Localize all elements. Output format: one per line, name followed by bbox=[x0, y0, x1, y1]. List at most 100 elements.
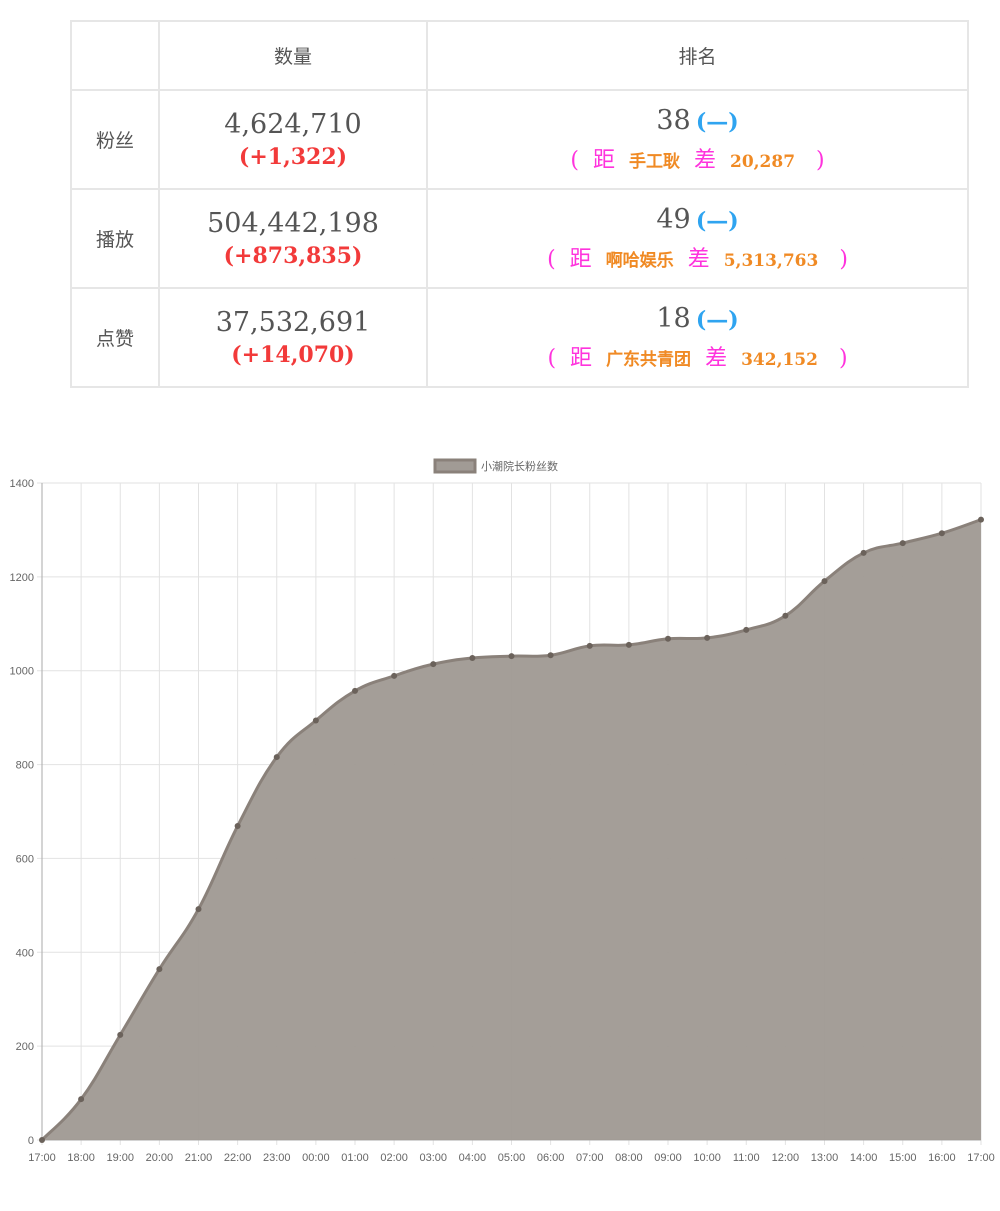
rank-change: (—) bbox=[695, 109, 739, 135]
data-point bbox=[743, 626, 750, 633]
diff-value: 5,313,763 bbox=[723, 251, 819, 271]
data-point bbox=[391, 672, 398, 679]
dist-label: 距 bbox=[570, 346, 593, 371]
x-tick-label: 01:00 bbox=[341, 1152, 369, 1164]
x-tick-label: 06:00 bbox=[537, 1152, 565, 1164]
gap-open: ( bbox=[547, 247, 556, 272]
y-tick-label: 1400 bbox=[10, 478, 34, 490]
y-tick-label: 200 bbox=[16, 1041, 34, 1053]
data-point bbox=[156, 966, 163, 973]
data-point bbox=[860, 549, 867, 556]
x-tick-label: 12:00 bbox=[772, 1152, 800, 1164]
rank-cell: 18 (—) ( 距 广东共青团 差 342,152 ) bbox=[426, 287, 969, 388]
diff-value: 20,287 bbox=[729, 152, 796, 172]
x-tick-label: 11:00 bbox=[733, 1152, 760, 1164]
rank-change: (—) bbox=[695, 208, 739, 234]
y-tick-label: 400 bbox=[16, 947, 34, 959]
rival-name: 手工耿 bbox=[628, 152, 680, 172]
rival-name: 啊哈娱乐 bbox=[605, 251, 674, 271]
data-point bbox=[78, 1096, 85, 1103]
diff-label: 差 bbox=[705, 346, 728, 371]
fans-chart: 0 200 400 600 800 1000 1200 1400 17:00 18:00 19:00… bbox=[10, 458, 995, 1164]
legend-swatch bbox=[433, 458, 477, 474]
data-point bbox=[352, 687, 358, 694]
x-tick-label: 08:00 bbox=[615, 1152, 643, 1164]
rank-cell: 49 (—) ( 距 啊哈娱乐 差 5,313,763 ) bbox=[426, 188, 969, 289]
x-tick-label: 20:00 bbox=[146, 1152, 174, 1164]
header-rank: 排名 bbox=[426, 20, 969, 91]
y-tick-label: 800 bbox=[16, 760, 34, 772]
gap-open: ( bbox=[570, 148, 579, 173]
y-tick-label: 600 bbox=[16, 853, 34, 865]
gap-open: ( bbox=[547, 346, 557, 371]
x-tick-label: 14:00 bbox=[850, 1152, 878, 1164]
data-point bbox=[625, 641, 632, 648]
count-value: 504,442,198 bbox=[207, 208, 379, 239]
y-tick-label: 1200 bbox=[10, 572, 34, 584]
data-point bbox=[117, 1031, 124, 1038]
x-tick-label: 13:00 bbox=[811, 1152, 839, 1164]
header-empty bbox=[70, 20, 160, 91]
data-point bbox=[665, 635, 671, 642]
rival-name: 广东共青团 bbox=[606, 350, 692, 370]
count-delta: (+1,322) bbox=[238, 144, 348, 170]
count-delta: (+14,070) bbox=[231, 342, 355, 368]
x-tick-label: 21:00 bbox=[185, 1152, 213, 1164]
x-tick-label: 17:00 bbox=[28, 1152, 56, 1164]
gap-close: ) bbox=[839, 247, 848, 272]
x-tick-label: 10:00 bbox=[693, 1152, 721, 1164]
row-label: 播放 bbox=[70, 188, 160, 289]
x-tick-label: 17:00 bbox=[967, 1152, 995, 1164]
data-point bbox=[195, 906, 202, 913]
count-delta: (+873,835) bbox=[223, 243, 363, 269]
data-point bbox=[938, 530, 945, 537]
x-tick-label: 22:00 bbox=[224, 1152, 252, 1164]
y-tick-label: 1000 bbox=[10, 666, 34, 678]
data-point bbox=[586, 642, 593, 649]
gap-close: ) bbox=[816, 148, 825, 173]
diff-label: 差 bbox=[693, 148, 716, 173]
data-point bbox=[978, 516, 984, 523]
x-tick-label: 02:00 bbox=[380, 1152, 408, 1164]
rank-cell: 38 (—) ( 距 手工耿 差 20,287 ) bbox=[426, 89, 969, 190]
x-tick-label: 23:00 bbox=[263, 1152, 291, 1164]
count-value: 37,532,691 bbox=[215, 307, 371, 338]
diff-value: 342,152 bbox=[741, 350, 818, 370]
x-tick-label: 00:00 bbox=[302, 1152, 330, 1164]
data-point bbox=[704, 634, 711, 641]
series-area bbox=[42, 519, 981, 1140]
stats-table: 数量 排名 粉丝 4,624,710 (+1,322) 38 (—) ( 距 手工… bbox=[70, 20, 969, 388]
x-tick-label: 18:00 bbox=[67, 1152, 95, 1164]
data-point bbox=[430, 661, 437, 668]
x-tick-label: 07:00 bbox=[576, 1152, 604, 1164]
data-point bbox=[821, 578, 828, 585]
rank-value: 18 bbox=[656, 303, 691, 334]
row-label: 粉丝 bbox=[70, 89, 160, 190]
y-tick-label: 0 bbox=[28, 1135, 34, 1147]
rank-value: 38 bbox=[656, 105, 691, 136]
legend-label: 小潮院长粉丝数 bbox=[481, 459, 558, 473]
x-tick-label: 15:00 bbox=[889, 1152, 917, 1164]
data-point bbox=[782, 612, 789, 619]
data-point bbox=[899, 540, 906, 547]
x-tick-label: 19:00 bbox=[106, 1152, 134, 1164]
count-cell: 37,532,691 (+14,070) bbox=[158, 287, 428, 388]
x-tick-label: 09:00 bbox=[654, 1152, 682, 1164]
data-point bbox=[469, 655, 476, 662]
data-point bbox=[234, 823, 241, 830]
dist-label: 距 bbox=[569, 247, 592, 272]
dist-label: 距 bbox=[592, 148, 615, 173]
gap-close: ) bbox=[838, 346, 848, 371]
row-label: 点赞 bbox=[70, 287, 160, 388]
count-value: 4,624,710 bbox=[224, 109, 362, 140]
x-tick-label: 05:00 bbox=[498, 1152, 526, 1164]
x-tick-label: 04:00 bbox=[459, 1152, 487, 1164]
data-point bbox=[508, 653, 515, 660]
x-tick-label: 03:00 bbox=[419, 1152, 447, 1164]
data-point bbox=[273, 754, 280, 761]
count-cell: 4,624,710 (+1,322) bbox=[158, 89, 428, 190]
diff-label: 差 bbox=[687, 247, 710, 272]
count-cell: 504,442,198 (+873,835) bbox=[158, 188, 428, 289]
header-count: 数量 bbox=[158, 20, 428, 91]
data-point bbox=[547, 652, 554, 659]
